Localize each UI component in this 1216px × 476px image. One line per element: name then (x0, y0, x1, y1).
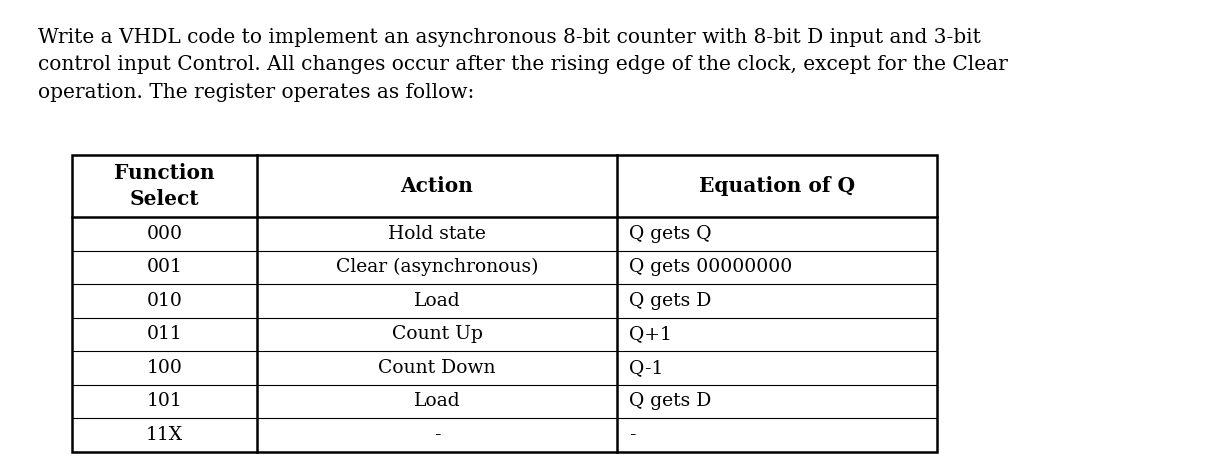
Text: Hold state: Hold state (388, 225, 486, 243)
Text: 101: 101 (147, 392, 182, 410)
Text: Q-1: Q-1 (629, 359, 664, 377)
Text: 001: 001 (147, 258, 182, 276)
Text: Q gets D: Q gets D (629, 392, 711, 410)
Text: Clear (asynchronous): Clear (asynchronous) (336, 258, 539, 277)
Text: Load: Load (413, 292, 461, 310)
Text: Q gets D: Q gets D (629, 292, 711, 310)
Text: -: - (629, 426, 636, 444)
Bar (72, 155, 938, 452)
Text: 000: 000 (146, 225, 182, 243)
Text: Action: Action (400, 176, 473, 196)
Text: 011: 011 (147, 325, 182, 343)
Text: 100: 100 (147, 359, 182, 377)
Text: Equation of Q: Equation of Q (699, 176, 855, 196)
Text: -: - (434, 426, 440, 444)
Text: Function
Select: Function Select (114, 163, 215, 209)
Text: 010: 010 (147, 292, 182, 310)
Text: Q gets Q: Q gets Q (629, 225, 711, 243)
Text: 11X: 11X (146, 426, 184, 444)
Text: Count Down: Count Down (378, 359, 496, 377)
Text: Q+1: Q+1 (629, 325, 672, 343)
Text: Q gets 00000000: Q gets 00000000 (629, 258, 793, 276)
Text: Write a VHDL code to implement an asynchronous 8-bit counter with 8-bit D input : Write a VHDL code to implement an asynch… (38, 28, 1008, 101)
Text: Count Up: Count Up (392, 325, 483, 343)
Text: Load: Load (413, 392, 461, 410)
